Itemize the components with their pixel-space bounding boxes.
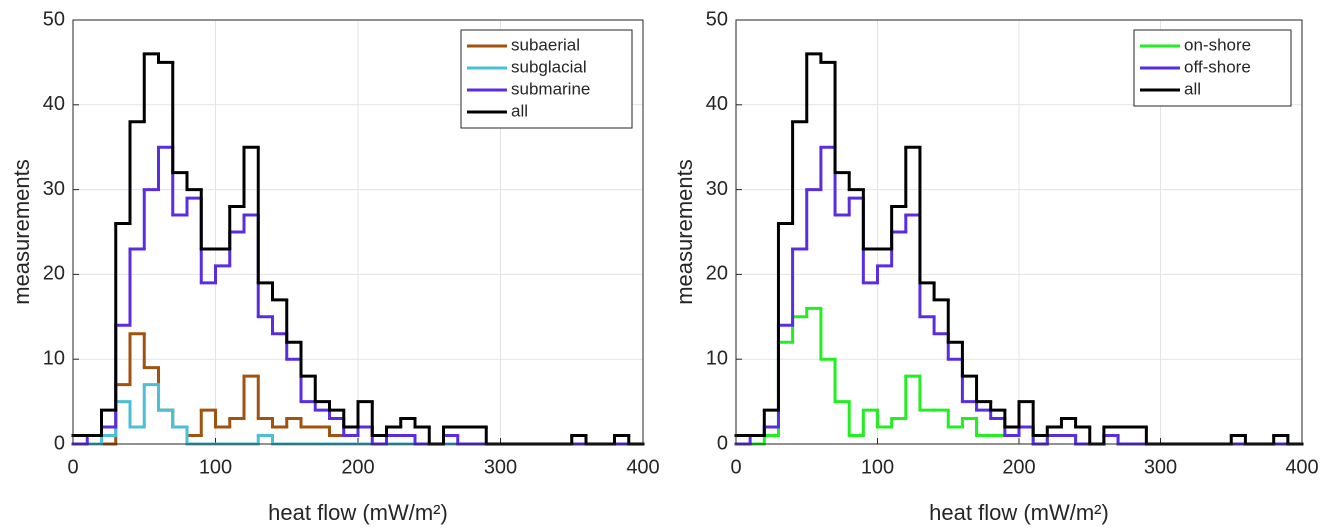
y-tick-label: 0 [717, 432, 728, 454]
x-tick-label: 300 [1144, 456, 1177, 478]
x-tick-label: 200 [1002, 456, 1035, 478]
y-axis-label: measurements [9, 159, 34, 305]
subplot: 0 100 200 300 400 0 10 20 30 40 50 heat flow (mW/m²… [9, 8, 660, 525]
legend-label: on-shore [1184, 35, 1251, 54]
y-tick-label: 10 [43, 347, 65, 369]
x-tick-label: 100 [861, 456, 894, 478]
axes-frame [72, 19, 644, 445]
y-tick-label: 50 [43, 8, 65, 30]
legend-label: submarine [511, 79, 590, 98]
legend-label: all [511, 101, 528, 120]
x-tick-label: 200 [341, 456, 374, 478]
legend-label: subglacial [511, 57, 587, 76]
x-axis-label: heat flow (mW/m²) [268, 500, 448, 525]
axes-frame [735, 19, 1303, 445]
y-tick-label: 10 [706, 347, 728, 369]
legend-label: all [1184, 79, 1201, 98]
legend-label: off-shore [1184, 57, 1251, 76]
y-tick-label: 50 [706, 8, 728, 30]
x-tick-label: 300 [484, 456, 517, 478]
legend: subaerial subglacial submarine all [460, 29, 633, 129]
x-tick-label: 400 [1285, 456, 1318, 478]
y-axis-label: measurements [672, 159, 697, 305]
x-axis-label: heat flow (mW/m²) [929, 500, 1109, 525]
subplot: 0 100 200 300 400 0 10 20 30 40 50 heat flow (mW/m²… [672, 8, 1319, 525]
y-tick-label: 20 [706, 263, 728, 285]
y-tick-label: 30 [43, 178, 65, 200]
y-tick-label: 40 [706, 93, 728, 115]
y-tick-label: 0 [54, 432, 65, 454]
y-tick-label: 40 [43, 93, 65, 115]
x-tick-label: 0 [730, 456, 741, 478]
y-tick-label: 20 [43, 263, 65, 285]
y-tick-label: 30 [706, 178, 728, 200]
x-tick-label: 100 [199, 456, 232, 478]
legend-label: subaerial [511, 35, 580, 54]
x-tick-label: 0 [67, 456, 78, 478]
x-tick-label: 400 [626, 456, 659, 478]
legend: on-shore off-shore all [1133, 29, 1292, 107]
